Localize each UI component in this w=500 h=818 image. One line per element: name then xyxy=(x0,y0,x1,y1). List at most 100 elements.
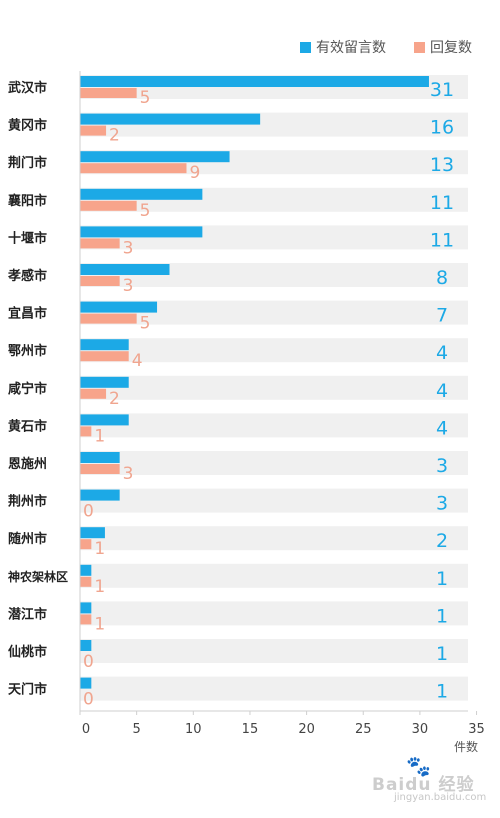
row-band xyxy=(80,338,468,363)
bar-reply xyxy=(80,238,120,249)
total-value-label: 3 xyxy=(436,455,448,477)
reply-value-label: 3 xyxy=(123,276,134,296)
reply-value-label: 9 xyxy=(190,163,201,183)
category-label: 荆州市 xyxy=(8,494,47,510)
bar-total xyxy=(80,151,230,163)
category-label: 荆门市 xyxy=(8,155,47,171)
watermark-text: Baidu 经验 xyxy=(372,775,475,795)
bar-total xyxy=(80,414,129,426)
legend-label-reply: 回复数 xyxy=(430,39,472,56)
x-tick-label: 20 xyxy=(298,722,315,737)
bar-reply xyxy=(80,426,92,437)
reply-value-label: 1 xyxy=(94,577,105,597)
bar-total xyxy=(80,640,92,651)
reply-value-label: 3 xyxy=(123,464,134,484)
row-band xyxy=(80,375,468,400)
category-label: 黄冈市 xyxy=(8,118,47,134)
reply-value-label: 2 xyxy=(109,126,120,146)
bar-total xyxy=(80,188,203,200)
total-value-label: 8 xyxy=(436,267,448,289)
x-tick-label: 25 xyxy=(355,722,372,737)
bar-reply xyxy=(80,276,120,286)
row-band xyxy=(80,639,468,663)
bar-reply xyxy=(80,388,107,399)
total-value-label: 4 xyxy=(436,342,448,364)
bar-reply xyxy=(80,351,129,362)
bar-total xyxy=(80,113,261,125)
total-value-label: 11 xyxy=(430,229,454,251)
row-band xyxy=(80,526,468,551)
row-band xyxy=(80,676,468,701)
reply-value-label: 3 xyxy=(123,238,134,258)
x-tick-label: 0 xyxy=(82,722,90,737)
bar-total xyxy=(80,76,429,87)
reply-value-label: 0 xyxy=(83,502,94,522)
reply-value-label: 1 xyxy=(94,614,105,634)
row-band xyxy=(80,451,468,475)
row-band xyxy=(80,563,468,588)
total-value-label: 4 xyxy=(436,380,448,402)
bar-total xyxy=(80,339,129,351)
bar-total xyxy=(80,527,105,539)
x-tick-label: 5 xyxy=(133,722,141,737)
bar-total xyxy=(80,376,129,388)
reply-value-label: 0 xyxy=(83,652,94,672)
category-label: 潜江市 xyxy=(8,606,47,622)
total-value-label: 1 xyxy=(436,643,448,665)
total-value-label: 4 xyxy=(436,417,448,439)
category-label: 鄂州市 xyxy=(8,343,47,359)
bar-reply xyxy=(80,539,92,550)
bar-reply xyxy=(80,88,137,98)
bar-reply xyxy=(80,614,92,625)
row-band xyxy=(80,601,468,626)
x-tick-label: 30 xyxy=(412,722,429,737)
reply-value-label: 5 xyxy=(140,314,151,334)
total-value-label: 3 xyxy=(436,493,448,515)
row-band xyxy=(80,413,468,438)
total-value-label: 1 xyxy=(436,568,448,590)
legend-swatch-total xyxy=(300,42,311,53)
bar-reply xyxy=(80,163,187,174)
total-value-label: 2 xyxy=(436,530,448,552)
paw-icon: 🐾 xyxy=(406,754,431,778)
x-tick-label: 35 xyxy=(468,722,485,737)
bar-total xyxy=(80,264,170,275)
category-label: 天门市 xyxy=(8,682,47,698)
category-label: 黄石市 xyxy=(8,418,47,434)
watermark-url: jingyan.baidu.com xyxy=(394,792,487,803)
total-value-label: 13 xyxy=(430,154,454,176)
total-value-label: 16 xyxy=(430,117,454,139)
total-value-label: 11 xyxy=(430,192,454,214)
x-axis-label: 件数 xyxy=(454,739,478,754)
row-band xyxy=(80,488,468,513)
category-label: 武汉市 xyxy=(8,80,47,96)
category-label: 孝感市 xyxy=(7,268,47,284)
bar-reply xyxy=(80,313,137,324)
category-label: 十堰市 xyxy=(8,230,47,246)
watermark: 🐾 Baidu 经验 jingyan.baidu.com xyxy=(372,754,486,803)
bar-total xyxy=(80,602,92,614)
reply-value-label: 5 xyxy=(140,88,151,108)
reply-value-label: 1 xyxy=(94,539,105,559)
category-label: 宜昌市 xyxy=(8,306,47,322)
category-label: 襄阳市 xyxy=(7,193,47,209)
bar-total xyxy=(80,489,120,501)
reply-value-label: 0 xyxy=(83,690,94,710)
category-label: 咸宁市 xyxy=(8,381,47,397)
total-value-label: 7 xyxy=(436,305,448,327)
category-label: 神农架林区 xyxy=(8,569,68,584)
x-tick-label: 10 xyxy=(185,722,202,737)
bar-reply xyxy=(80,125,107,136)
bar-reply xyxy=(80,576,92,587)
category-label: 恩施州 xyxy=(8,456,47,472)
bar-total xyxy=(80,301,158,313)
legend-label-total: 有效留言数 xyxy=(316,40,386,56)
bar-total xyxy=(80,226,203,238)
category-label: 仙桃市 xyxy=(8,644,47,660)
category-label: 随州市 xyxy=(8,531,47,547)
bar-reply xyxy=(80,464,120,474)
bar-total xyxy=(80,677,92,689)
bar-total xyxy=(80,564,92,576)
x-tick-label: 15 xyxy=(242,722,259,737)
